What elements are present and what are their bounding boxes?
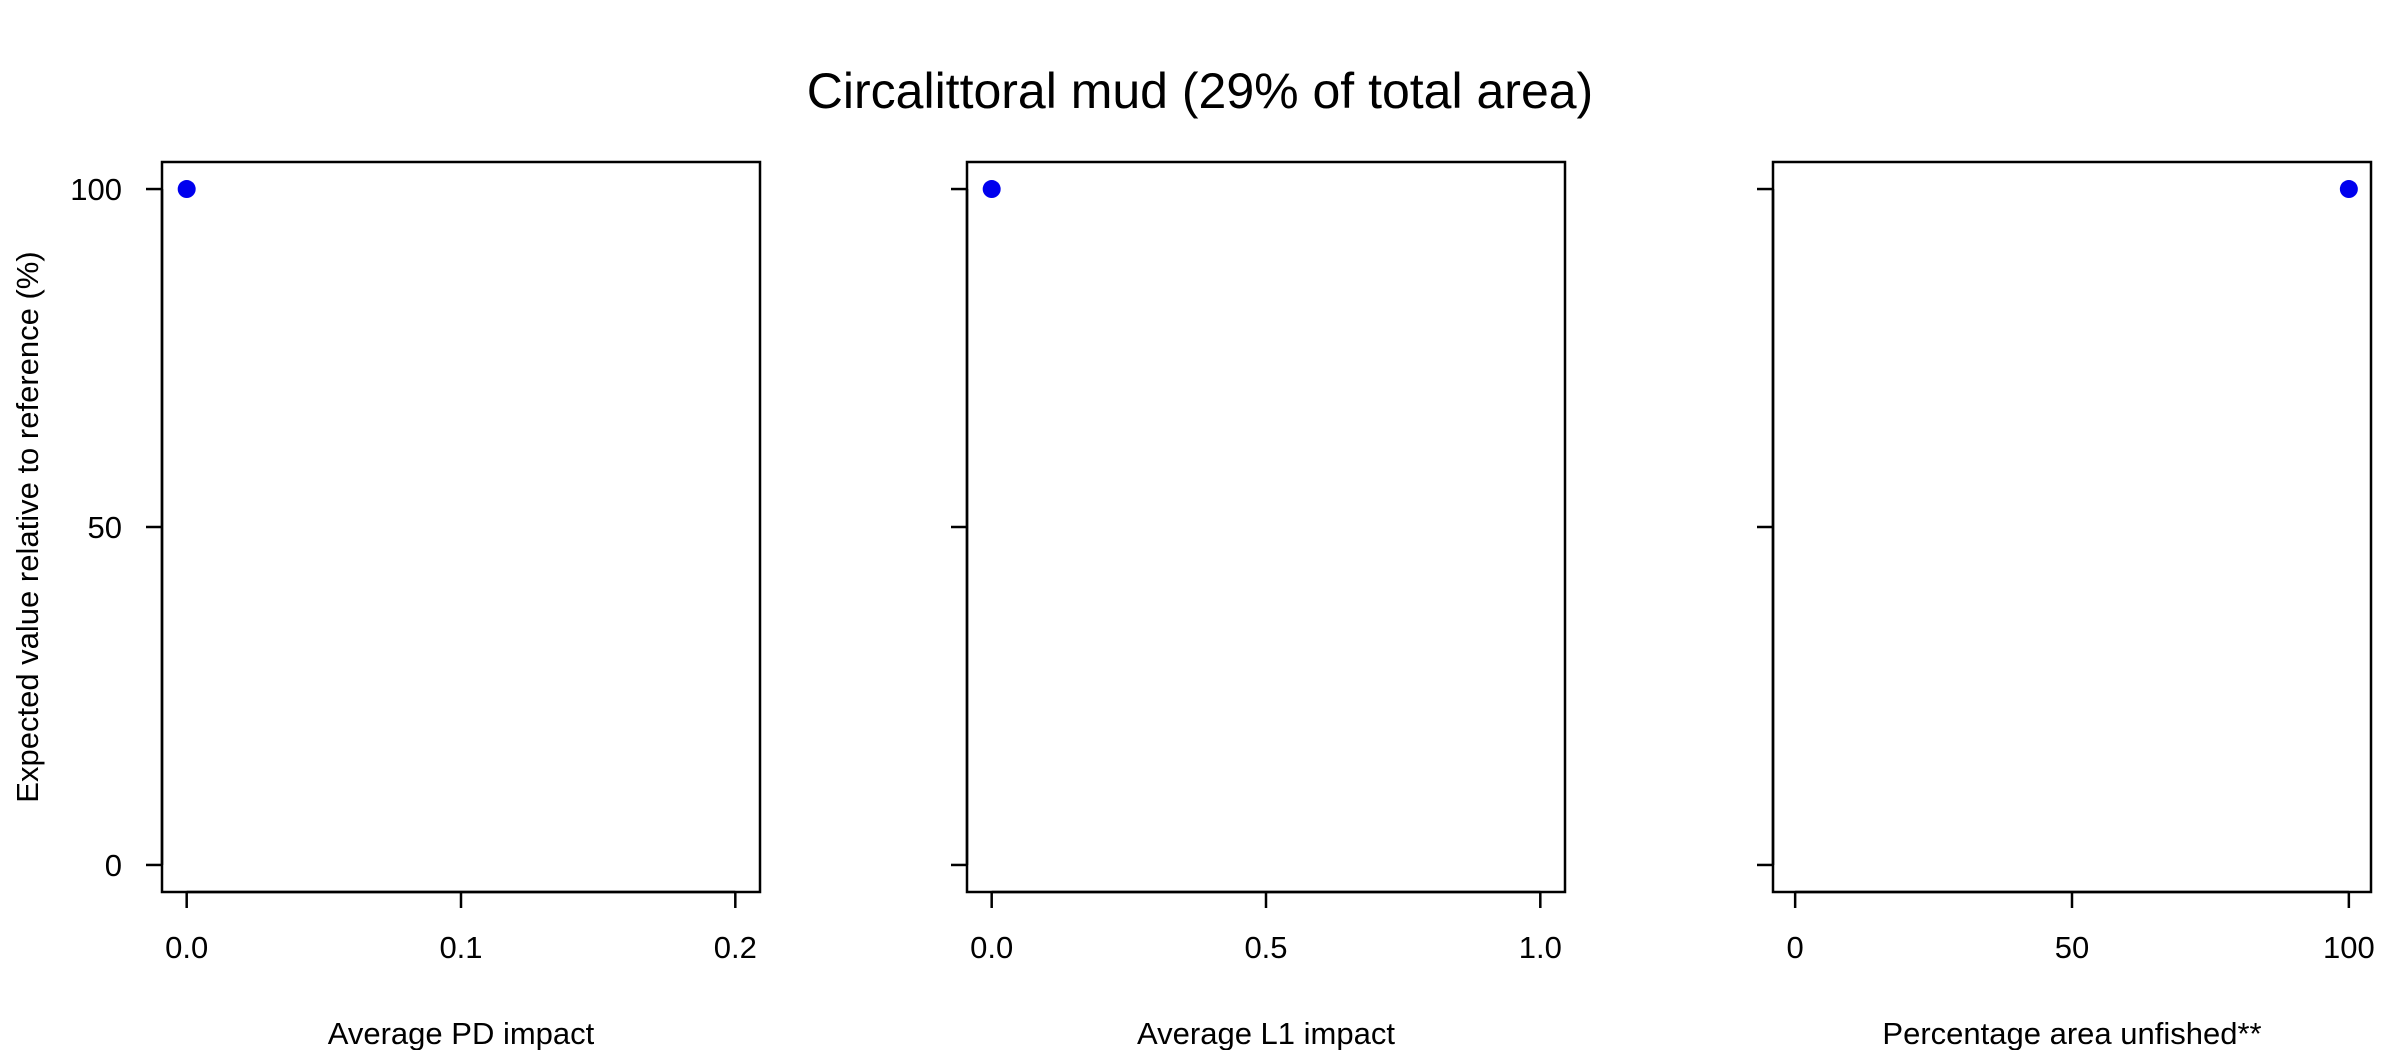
y-tick-label: 50 bbox=[88, 510, 122, 545]
plot-frame bbox=[965, 160, 1567, 894]
x-tick-label: 0.2 bbox=[714, 930, 757, 965]
x-tick-label: 50 bbox=[2055, 930, 2089, 965]
data-point bbox=[177, 180, 196, 199]
x-tick-label: 0 bbox=[1787, 930, 1804, 965]
data-point bbox=[2339, 180, 2358, 199]
plot-frame bbox=[160, 160, 762, 894]
data-point bbox=[982, 180, 1001, 199]
panel-3: 0 50 100 Percentage area unfished** bbox=[1757, 160, 2375, 1050]
x-tick-label: 0.0 bbox=[970, 930, 1013, 965]
x-axis-label: Average PD impact bbox=[328, 1016, 595, 1050]
x-axis-label: Average L1 impact bbox=[1137, 1016, 1395, 1050]
panel-1: 0.0 0.1 0.2 0 50 100 Average PD impact Expected… bbox=[10, 160, 762, 1050]
x-tick-label: 100 bbox=[2323, 930, 2375, 965]
chart-title: Circalittoral mud (29% of total area) bbox=[807, 63, 1593, 119]
x-tick-label: 0.5 bbox=[1244, 930, 1287, 965]
plot-frame bbox=[1771, 160, 2373, 894]
panel-2: 0.0 0.5 1.0 Average L1 impact bbox=[951, 160, 1567, 1050]
x-tick-label: 0.1 bbox=[439, 930, 482, 965]
panels: 0.0 0.1 0.2 0 50 100 Average PD impact Expected… bbox=[10, 160, 2375, 1050]
y-tick-label: 100 bbox=[70, 172, 122, 207]
x-tick-label: 1.0 bbox=[1519, 930, 1562, 965]
x-tick-label: 0.0 bbox=[165, 930, 208, 965]
y-tick-label: 0 bbox=[105, 848, 122, 883]
x-axis-label: Percentage area unfished** bbox=[1882, 1016, 2261, 1050]
y-axis-label: Expected value relative to reference (%) bbox=[10, 251, 45, 802]
